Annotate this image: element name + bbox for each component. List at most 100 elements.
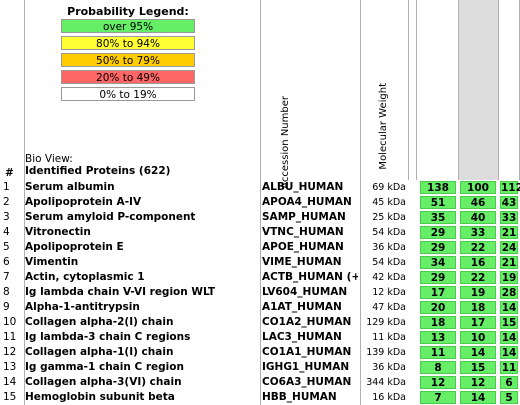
spectrum-count-cell: 12 <box>420 376 456 389</box>
accession-number: HBB_HUMAN <box>262 391 337 403</box>
spectrum-count-cell: 10 <box>460 331 496 344</box>
spectrum-count-cell: 20 <box>420 301 456 314</box>
spectrum-count-cell: 22 <box>460 241 496 254</box>
grid-line <box>360 0 361 405</box>
molecular-weight: 12 kDa <box>372 287 406 298</box>
spectrum-count-cell: 21 <box>500 226 518 239</box>
protein-name: Alpha-1-antitrypsin <box>25 301 140 313</box>
table-row[interactable]: 3 Serum amyloid P-component SAMP_HUMAN 25 k… <box>0 210 520 225</box>
spectrum-count-cell: 138 <box>420 181 456 194</box>
spectrum-count-cell: 35 <box>420 211 456 224</box>
protein-name: Collagen alpha-1(I) chain <box>25 346 174 358</box>
spectrum-count-cell: 12 <box>460 376 496 389</box>
accession-number: ALBU_HUMAN <box>262 181 344 193</box>
spectrum-count-cell: 14 <box>460 391 496 404</box>
table-row[interactable]: 1 Serum albumin ALBU_HUMAN 69 kDa 138 100 112 <box>0 180 520 195</box>
accession-number: LV604_HUMAN <box>262 286 348 298</box>
protein-name: Ig lambda-3 chain C regions <box>25 331 191 343</box>
table-row[interactable]: 5 Apolipoprotein E APOE_HUMAN 36 kDa 29 22 24 <box>0 240 520 255</box>
spectrum-count-cell: 19 <box>460 286 496 299</box>
molecular-weight: 11 kDa <box>372 332 406 343</box>
table-row[interactable]: 6 Vimentin VIME_HUMAN 54 kDa 34 16 21 <box>0 255 520 270</box>
spectrum-count-cell: 112 <box>500 181 520 194</box>
accession-number: LAC3_HUMAN <box>262 331 342 343</box>
selected-column-shade <box>458 0 498 180</box>
table-row[interactable]: 14 Collagen alpha-3(VI) chain CO6A3_HUMAN 3… <box>0 375 520 390</box>
accession-number-header[interactable]: Accession Number <box>280 96 291 189</box>
row-number: 14 <box>3 376 17 388</box>
row-number: 10 <box>3 316 17 328</box>
spectrum-count-cell: 29 <box>420 226 456 239</box>
protein-name: Apolipoprotein E <box>25 241 124 253</box>
grid-line <box>416 0 417 180</box>
row-number: 9 <box>3 301 10 313</box>
row-number: 6 <box>3 256 10 268</box>
accession-number: SAMP_HUMAN <box>262 211 346 223</box>
row-number: 2 <box>3 196 10 208</box>
protein-name: Ig gamma-1 chain C region <box>25 361 184 373</box>
row-number: 15 <box>3 391 17 403</box>
molecular-weight: 344 kDa <box>366 377 406 388</box>
protein-name: Collagen alpha-3(VI) chain <box>25 376 182 388</box>
protein-name: Apolipoprotein A-IV <box>25 196 142 208</box>
spectrum-count-cell: 5 <box>500 391 518 404</box>
spectrum-count-cell: 18 <box>420 316 456 329</box>
table-row[interactable]: 12 Collagen alpha-1(I) chain CO1A1_HUMAN 13… <box>0 345 520 360</box>
protein-name: Ig lambda chain V-VI region WLT <box>25 286 216 298</box>
spectrum-count-cell: 17 <box>420 286 456 299</box>
spectrum-count-cell: 19 <box>500 271 518 284</box>
row-number: 5 <box>3 241 10 253</box>
accession-number: IGHG1_HUMAN <box>262 361 350 373</box>
spectrum-count-cell: 43 <box>500 196 518 209</box>
accession-number: ACTB_HUMAN (+... <box>262 271 358 283</box>
spectrum-count-cell: 15 <box>500 316 518 329</box>
table-row[interactable]: 13 Ig gamma-1 chain C region IGHG1_HUMAN 36… <box>0 360 520 375</box>
spectrum-count-cell: 28 <box>500 286 518 299</box>
spectrum-count-cell: 22 <box>460 271 496 284</box>
table-row[interactable]: 9 Alpha-1-antitrypsin A1AT_HUMAN 47 kDa 20 18… <box>0 300 520 315</box>
spectrum-count-cell: 17 <box>460 316 496 329</box>
molecular-weight: 36 kDa <box>372 362 406 373</box>
accession-number: CO6A3_HUMAN <box>262 376 352 388</box>
table-row[interactable]: 11 Ig lambda-3 chain C regions LAC3_HUMAN 1… <box>0 330 520 345</box>
bio-view-header[interactable]: Bio View: Identified Proteins (622) <box>25 153 170 177</box>
table-row[interactable]: 2 Apolipoprotein A-IV APOA4_HUMAN 45 kDa 51 4… <box>0 195 520 210</box>
table-row[interactable]: 4 Vitronectin VTNC_HUMAN 54 kDa 29 33 21 <box>0 225 520 240</box>
legend-item: 20% to 49% <box>61 70 195 84</box>
accession-number: APOE_HUMAN <box>262 241 344 253</box>
protein-name: Vimentin <box>25 256 79 268</box>
spectrum-count-cell: 14 <box>460 346 496 359</box>
protein-name: Serum amyloid P-component <box>25 211 196 223</box>
spectrum-count-cell: 51 <box>420 196 456 209</box>
spectrum-count-cell: 33 <box>460 226 496 239</box>
protein-name: Hemoglobin subunit beta <box>25 391 175 403</box>
spectrum-count-cell: 14 <box>500 346 518 359</box>
molecular-weight: 139 kDa <box>366 347 406 358</box>
grid-line <box>24 0 25 405</box>
row-number: 1 <box>3 181 10 193</box>
accession-number: CO1A2_HUMAN <box>262 316 352 328</box>
accession-number: VIME_HUMAN <box>262 256 342 268</box>
spectrum-count-cell: 14 <box>500 301 518 314</box>
molecular-weight: 47 kDa <box>372 302 406 313</box>
legend-item: over 95% <box>61 19 195 33</box>
spectrum-count-cell: 40 <box>460 211 496 224</box>
row-number: 8 <box>3 286 10 298</box>
spectrum-count-cell: 34 <box>420 256 456 269</box>
spectrum-count-cell: 6 <box>500 376 518 389</box>
protein-name: Actin, cytoplasmic 1 <box>25 271 145 283</box>
molecular-weight: 16 kDa <box>372 392 406 403</box>
accession-number: A1AT_HUMAN <box>262 301 342 313</box>
table-row[interactable]: 8 Ig lambda chain V-VI region WLT LV604_HU… <box>0 285 520 300</box>
molecular-weight-header[interactable]: Molecular Weight <box>378 83 389 170</box>
spectrum-count-cell: 11 <box>500 361 518 374</box>
table-row[interactable]: 7 Actin, cytoplasmic 1 ACTB_HUMAN (+... 42 … <box>0 270 520 285</box>
table-row[interactable]: 10 Collagen alpha-2(I) chain CO1A2_HUMAN 12… <box>0 315 520 330</box>
spectrum-count-cell: 14 <box>500 331 518 344</box>
legend-item: 50% to 79% <box>61 53 195 67</box>
table-row[interactable]: 15 Hemoglobin subunit beta HBB_HUMAN 16 kDa… <box>0 390 520 405</box>
legend-title: Probability Legend: <box>67 5 189 18</box>
spectrum-count-cell: 29 <box>420 241 456 254</box>
spectrum-count-cell: 7 <box>420 391 456 404</box>
molecular-weight: 129 kDa <box>366 317 406 328</box>
